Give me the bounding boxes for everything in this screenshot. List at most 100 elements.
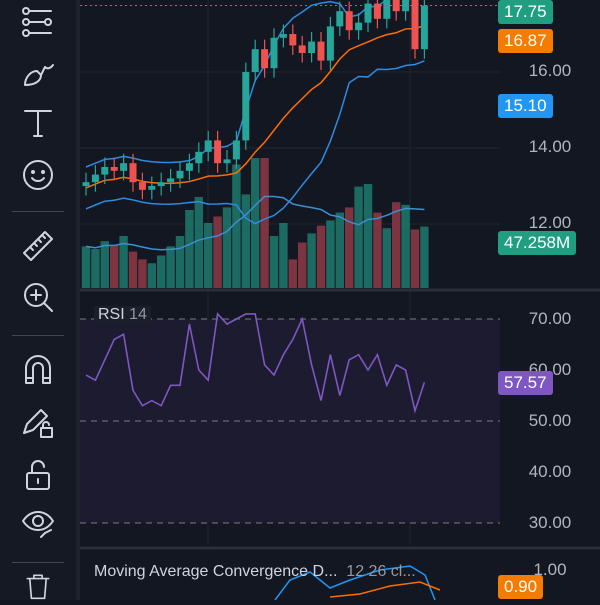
smiley-icon[interactable]	[18, 155, 58, 195]
unlock-icon[interactable]	[18, 455, 58, 495]
candle-body	[411, 0, 419, 50]
middle-band-badge: 16.87	[498, 29, 553, 53]
candle-body	[270, 37, 278, 69]
volume-bar	[335, 212, 344, 288]
lower-band-badge: 15.10	[498, 94, 553, 118]
volume-bar	[279, 223, 288, 288]
volume-bar	[260, 158, 269, 288]
volume-bar	[204, 223, 213, 288]
candle-body	[91, 174, 99, 183]
macd-title: Moving Average Convergence D...	[94, 563, 338, 580]
volume-ma-line	[85, 195, 425, 251]
volume-bar	[241, 194, 250, 288]
chart-area[interactable]: 16.00 14.00 12.00 17.75 16.87 15.10 47.2…	[80, 0, 600, 601]
volume-bar	[354, 186, 363, 288]
candle-body	[101, 167, 109, 175]
volume-bar	[147, 263, 156, 288]
volume-bar	[185, 210, 194, 288]
volume-bar	[119, 236, 128, 288]
text-icon[interactable]	[18, 103, 58, 143]
price-tick: 16.00	[528, 61, 572, 80]
volume-bar	[157, 255, 166, 288]
lower-band-line	[85, 60, 425, 225]
candle-body	[317, 41, 325, 61]
candle-body	[355, 22, 363, 31]
toolbar-divider	[12, 211, 64, 212]
candle-body	[204, 140, 212, 152]
candle-body	[138, 182, 146, 190]
candle-body	[289, 34, 297, 46]
volume-bar	[373, 212, 382, 288]
volume-bar	[298, 242, 307, 288]
toolbar-divider	[12, 562, 64, 563]
rsi-tick: 70.00	[528, 309, 572, 328]
eye-icon[interactable]	[18, 502, 58, 542]
rsi-length: 14	[129, 306, 147, 323]
candle-body	[383, 0, 391, 19]
toolbar-divider	[12, 335, 64, 336]
candle-body	[120, 163, 128, 171]
volume-bar	[345, 207, 354, 288]
line-tools-icon[interactable]	[18, 2, 58, 42]
trash-icon[interactable]	[18, 572, 58, 600]
candle-body	[167, 178, 175, 183]
macd-line	[274, 565, 436, 601]
candle-body	[129, 163, 137, 183]
volume-bar	[316, 225, 326, 288]
candle-body	[420, 5, 428, 50]
macd-params: 12 26 cl...	[346, 563, 416, 580]
chart-canvas[interactable]	[80, 0, 600, 601]
candle-body	[82, 182, 90, 186]
candle-body	[148, 186, 156, 190]
zoom-in-icon[interactable]	[18, 277, 58, 317]
price-tick: 12.00	[528, 213, 572, 232]
volume-bar	[232, 164, 241, 288]
volume-bar	[326, 220, 335, 288]
volume-bar	[175, 236, 185, 288]
volume-bar	[392, 202, 401, 288]
candle-body	[279, 34, 287, 38]
volume-bar	[363, 184, 373, 288]
volume-bar	[138, 259, 147, 288]
candle-body	[251, 49, 259, 72]
candle-body	[185, 163, 193, 171]
volume-bar	[91, 249, 100, 288]
rsi-line	[85, 312, 426, 414]
candle-body	[364, 3, 372, 23]
macd-tick: 1.00	[533, 560, 567, 579]
rsi-tick: 40.00	[528, 462, 572, 481]
candle-body	[336, 11, 344, 27]
rsi-title: RSI	[98, 306, 125, 323]
volume-bar	[213, 216, 222, 288]
candle-body	[298, 45, 306, 53]
rsi-legend[interactable]: RSI 14	[94, 306, 151, 324]
rsi-tick: 50.00	[528, 411, 572, 430]
candle-body	[345, 11, 353, 31]
macd-signal-line	[329, 581, 441, 598]
volume-bar	[410, 229, 420, 288]
candle-body	[195, 151, 203, 164]
upper-band-line	[85, 0, 389, 168]
ruler-icon[interactable]	[18, 226, 58, 266]
volume-bar	[110, 245, 119, 288]
candle-body	[308, 41, 316, 53]
volume-bar	[128, 251, 138, 288]
volume-bar	[166, 246, 175, 288]
volume-bar	[194, 197, 203, 288]
drawing-toolbar	[0, 0, 76, 600]
candle-body	[223, 159, 231, 164]
toolbar-splitter[interactable]	[76, 0, 80, 600]
volume-bar	[288, 259, 297, 288]
macd-legend[interactable]: Moving Average Convergence D... 12 26 cl…	[94, 563, 416, 581]
volume-bar	[100, 241, 109, 288]
magnet-icon[interactable]	[18, 350, 58, 390]
candle-body	[157, 182, 165, 186]
volume-badge: 47.258M	[498, 231, 577, 255]
pencil-lock-icon[interactable]	[18, 402, 58, 442]
candle-body	[373, 3, 381, 19]
candle-body	[110, 167, 118, 171]
volume-bar	[81, 246, 91, 288]
candle-body	[232, 140, 240, 160]
candle-body	[242, 72, 250, 141]
brush-icon[interactable]	[18, 52, 58, 92]
